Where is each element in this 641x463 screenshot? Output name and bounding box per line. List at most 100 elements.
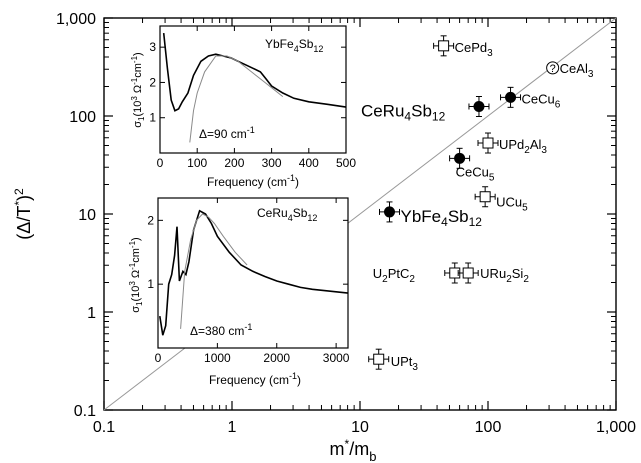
point-label-sub2: 12 <box>469 215 483 229</box>
data-point-upt3: UPt3 <box>368 348 419 373</box>
point-label-sub: 2 <box>382 274 388 285</box>
inset-x-tick-label: 100 <box>187 156 207 170</box>
point-label-base: YbFe <box>400 207 441 226</box>
inset-x-tick-label: 0 <box>157 156 164 170</box>
x-tick-label: 100 <box>475 419 502 436</box>
measured-conductivity-line <box>159 209 349 336</box>
point-label-base: CeAl <box>560 61 588 76</box>
inset1-y-title-unit-sup3: -1 <box>130 55 139 63</box>
inset2-y-title-unit4: ) <box>130 237 142 241</box>
inset2-title-sub1: 4 <box>288 213 293 223</box>
inset1-title-sub1: 4 <box>294 44 299 54</box>
point-label: CeCu5 <box>456 164 495 183</box>
inset-y-tick-label: 3 <box>149 40 156 54</box>
point-label: CeRu4Sb12 <box>361 102 446 124</box>
inset2-x-title-close: ) <box>297 373 301 387</box>
fit-line <box>189 55 284 143</box>
point-label: UPt3 <box>391 354 419 373</box>
point-label-sub2: 12 <box>432 110 446 124</box>
inset1-annotation: Δ=90 cm-1 <box>199 125 255 141</box>
inset2-y-title-unit-sup3: -1 <box>128 240 137 248</box>
x-axis-title-base: m <box>330 439 345 459</box>
marker-open-square <box>438 40 450 52</box>
inset1-y-title-unit-sup: 3 <box>130 96 139 101</box>
inset1-y-title-unit-sup2: -1 <box>130 77 139 85</box>
inset-x-tick-label: 0 <box>155 351 162 365</box>
point-label-mid: Sb <box>448 207 469 226</box>
y-tick-label: 1,000 <box>56 11 96 28</box>
point-label: CeAl3 <box>560 61 594 80</box>
point-label: U2PtC2 <box>373 266 416 285</box>
x-axis-title-sub: b <box>369 449 376 463</box>
marker-filled-circle <box>473 101 485 113</box>
marker-filled-circle <box>454 152 466 164</box>
inset2-y-title: σ1(103 Ω-1cm-1) <box>128 237 144 312</box>
point-label-mid: PtC <box>388 266 410 281</box>
inset-x-tick-label: 300 <box>262 156 282 170</box>
x-axis-title-sup: * <box>345 437 350 451</box>
marker-question-symbol: ? <box>550 63 556 75</box>
inset2-title-sub2: 12 <box>307 213 317 223</box>
y-tick-label: 1 <box>87 305 96 322</box>
point-label-sub2: 2 <box>409 274 415 285</box>
measured-conductivity-line <box>162 33 347 112</box>
point-label: CePd3 <box>455 40 494 59</box>
point-label-base: UPt <box>391 354 413 369</box>
point-label-sub: 3 <box>588 69 594 80</box>
inset1-y-title-unit2: Ω <box>132 85 144 96</box>
data-point-ceru4sb12: CeRu4Sb12 <box>361 96 490 124</box>
point-label-sub: 4 <box>404 110 411 124</box>
y-tick-label: 100 <box>69 109 96 126</box>
inset2-x-title-text: Frequency (cm <box>209 373 289 387</box>
inset1-y-title-unit3: cm <box>132 63 144 78</box>
inset2-annotation-text: Δ=380 cm <box>190 324 244 338</box>
y-tick-label: 10 <box>78 207 96 224</box>
data-point-u2ptc2: U2PtC2 <box>373 262 466 285</box>
x-tick-label: 0.1 <box>93 419 115 436</box>
inset1-x-title-sup: -1 <box>287 173 295 183</box>
inset1-title-base: YbFe <box>265 37 294 51</box>
data-point-cecu5: CeCu5 <box>449 147 495 183</box>
y-axis-title: (Δ/T*)2 <box>12 188 34 240</box>
x-axis-title: m*/mb <box>330 437 377 463</box>
point-label: UPd2Al3 <box>499 137 547 156</box>
point-label: UCu5 <box>496 195 528 214</box>
inset2-annotation-sup: -1 <box>244 322 252 332</box>
point-label-sub: 4 <box>441 215 448 229</box>
inset1-y-title: σ1(103 Ω-1cm-1) <box>130 52 146 127</box>
point-label: CeCu6 <box>522 91 561 110</box>
point-label-sub2: 2 <box>523 274 529 285</box>
x-axis-title-mid: /m <box>349 439 369 459</box>
data-point-ybfe4sb12: YbFe4Sb12 <box>378 201 482 229</box>
inset1-x-title-text: Frequency (cm <box>207 175 287 189</box>
point-label-base: CeRu <box>361 102 404 121</box>
inset2-y-title-base: σ <box>130 306 142 313</box>
inset2-title-base: CeRu <box>257 206 288 220</box>
marker-open-square <box>373 353 385 365</box>
inset2-x-title-sup: -1 <box>289 371 297 381</box>
marker-open-square <box>479 191 491 203</box>
inset1-title-sub2: 12 <box>313 44 323 54</box>
fit-line <box>180 213 248 329</box>
inset-y-tick-label: 1 <box>149 111 156 125</box>
inset1-x-title: Frequency (cm-1) <box>207 173 299 189</box>
inset2-y-title-unit-sup: 3 <box>128 281 137 286</box>
inset-x-tick-label: 400 <box>299 156 319 170</box>
point-label-base: URu <box>480 266 506 281</box>
point-label-mid: Si <box>512 266 524 281</box>
inset1-annotation-text: Δ=90 cm <box>199 127 247 141</box>
point-label: YbFe4Sb12 <box>400 207 482 229</box>
marker-filled-circle <box>383 206 395 218</box>
inset2-background <box>157 197 349 349</box>
y-axis-title-sup: * <box>12 201 26 206</box>
y-axis-title-sup2: 2 <box>12 188 26 195</box>
marker-open-square <box>462 267 474 279</box>
inset1-y-title-unit: (10 <box>132 101 144 117</box>
main-data-points: CePd3? CeAl3CeCu6CeRu4Sb12UPd2Al3CeCu5UCu… <box>361 35 594 373</box>
inset2-annotation: Δ=380 cm-1 <box>190 322 252 338</box>
inset1-annotation-sup: -1 <box>247 125 255 135</box>
inset1-y-title-base: σ <box>132 121 144 128</box>
